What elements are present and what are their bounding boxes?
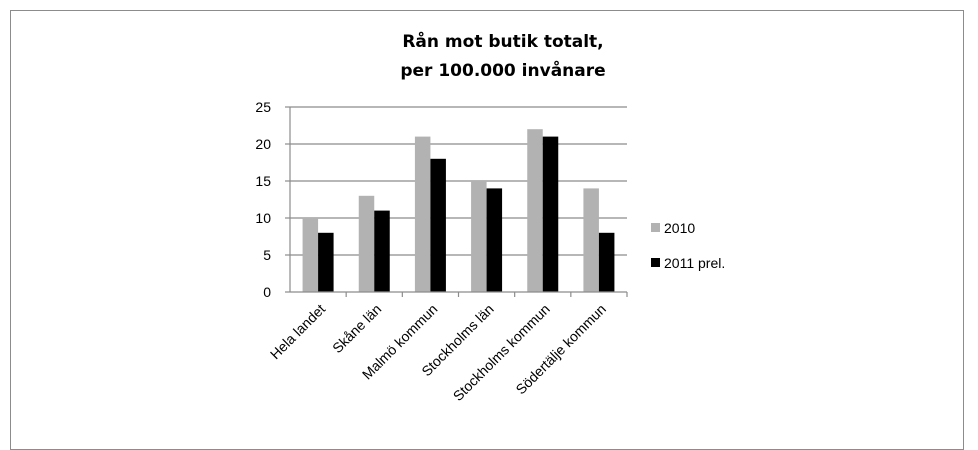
bars	[302, 129, 615, 292]
x-tick-label: Skåne län	[329, 301, 384, 356]
gridlines	[290, 106, 627, 256]
bar-2011-prel--1	[374, 210, 390, 292]
x-tick-label: Hela landet	[267, 301, 328, 362]
y-tick-label: 20	[255, 136, 271, 152]
legend-swatch	[651, 258, 660, 267]
bar-2011-prel--2	[430, 158, 446, 292]
y-tick-label: 15	[255, 173, 271, 189]
bar-2011-prel--0	[318, 232, 334, 292]
bar-2010-5	[583, 188, 599, 292]
chart-title: Rån mot butik totalt, per 100.000 invåna…	[400, 30, 605, 81]
legend-label: 2010	[664, 220, 695, 236]
bar-2011-prel--5	[598, 232, 615, 292]
legend: 2010 2011 prel.	[651, 220, 725, 271]
y-tick-label: 10	[255, 210, 271, 226]
bar-2010-2	[414, 136, 431, 292]
bar-2010-4	[527, 129, 543, 292]
bar-2010-3	[471, 181, 487, 292]
bar-2010-0	[302, 218, 319, 292]
chart-title-line-2: per 100.000 invånare	[400, 59, 605, 81]
bar-chart: Rån mot butik totalt, per 100.000 invåna…	[255, 30, 725, 404]
bar-2011-prel--4	[542, 136, 559, 292]
legend-label: 2011 prel.	[664, 255, 725, 271]
legend-swatch	[651, 223, 660, 232]
x-tick-label: Stockholms kommun	[450, 301, 553, 404]
y-tick-label: 0	[263, 284, 271, 300]
axes	[289, 107, 628, 297]
chart-title-line-1: Rån mot butik totalt,	[402, 30, 603, 52]
y-axis-ticks: 0 5 10 15 20 25	[255, 99, 290, 300]
y-tick-label: 5	[263, 247, 271, 263]
bar-2010-1	[358, 195, 375, 292]
bar-2011-prel--3	[486, 188, 503, 292]
y-tick-label: 25	[255, 99, 271, 115]
